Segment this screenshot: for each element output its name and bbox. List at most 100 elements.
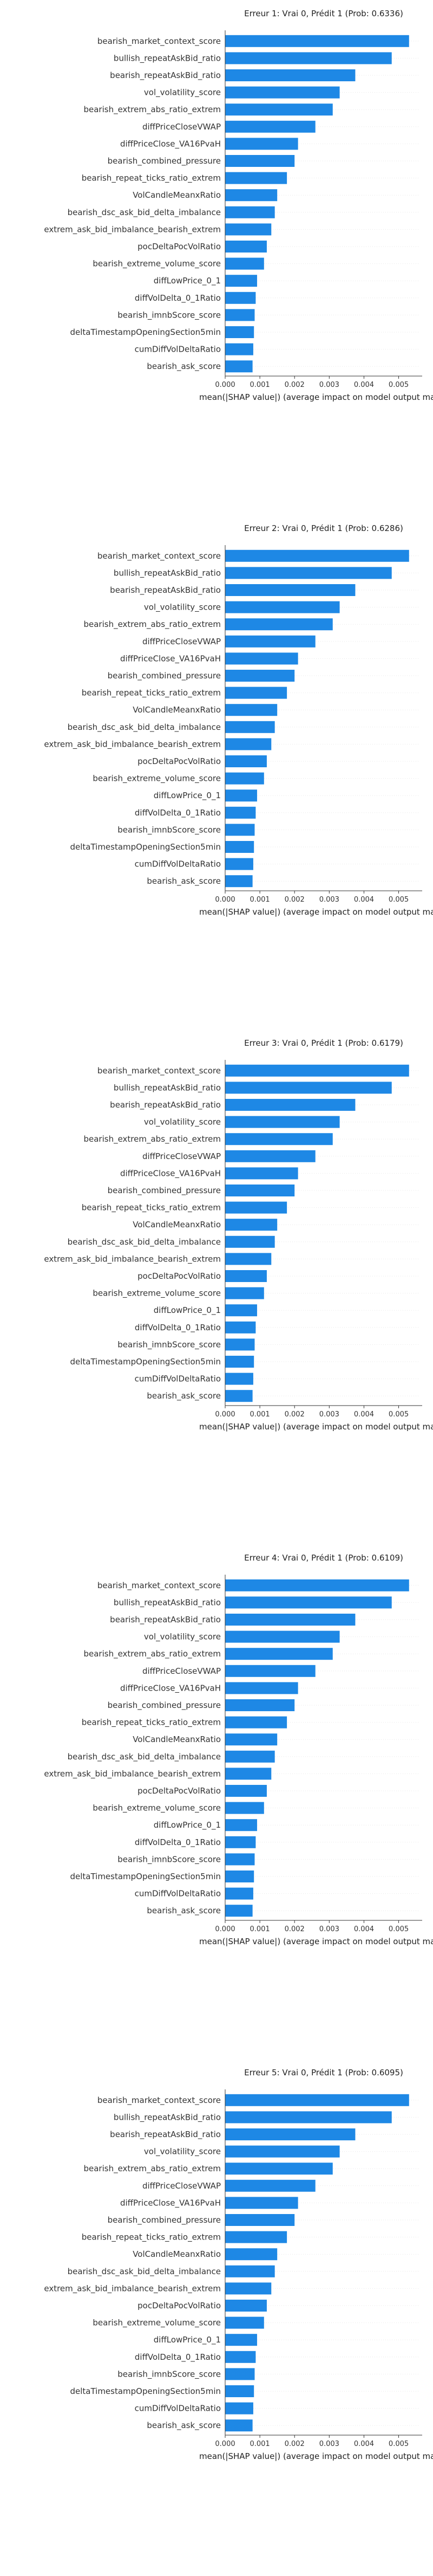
bar: [225, 841, 254, 853]
bar: [225, 1167, 298, 1180]
x-tick-label: 0.005: [389, 896, 409, 904]
category-label: bearish_combined_pressure: [108, 1186, 221, 1196]
bar: [225, 1887, 253, 1900]
x-tick-label: 0.001: [250, 2440, 270, 2448]
category-label: diffPriceCloseVWAP: [142, 637, 221, 646]
category-label: diffVolDelta_0_1Ratio: [135, 1323, 221, 1333]
bar: [225, 1853, 255, 1866]
bar: [225, 155, 295, 167]
x-tick-label: 0.004: [354, 381, 374, 389]
bar: [225, 1716, 287, 1729]
bar: [225, 858, 253, 870]
category-label: VolCandleMeanxRatio: [133, 190, 221, 200]
bar: [225, 738, 272, 750]
category-label: diffLowPrice_0_1: [154, 276, 221, 286]
bar: [225, 1082, 392, 1094]
bar: [225, 2385, 254, 2397]
category-label: pocDeltaPocVolRatio: [137, 1271, 221, 1281]
bar: [225, 1304, 257, 1317]
x-tick-label: 0.004: [354, 1925, 374, 1933]
x-axis-label: mean(|SHAP value|) (average impact on mo…: [199, 2451, 433, 2461]
bar: [225, 1750, 275, 1763]
bar: [225, 549, 409, 562]
bar: [225, 2248, 278, 2261]
category-label: bearish_ask_score: [147, 876, 221, 886]
bar: [225, 120, 316, 133]
category-label: bullish_repeatAskBid_ratio: [114, 568, 221, 578]
x-axis-label: mean(|SHAP value|) (average impact on mo…: [199, 907, 433, 917]
category-label: bearish_repeatAskBid_ratio: [110, 1615, 221, 1625]
bar: [225, 2197, 298, 2209]
chart-title: Erreur 4: Vrai 0, Prédit 1 (Prob: 0.6109…: [244, 1553, 403, 1563]
category-label: VolCandleMeanxRatio: [133, 1220, 221, 1229]
bar: [225, 2282, 272, 2295]
category-label: bearish_repeat_ticks_ratio_extrem: [82, 1203, 221, 1213]
category-label: diffPriceCloseVWAP: [142, 122, 221, 132]
bar: [225, 275, 257, 287]
bar: [225, 2334, 257, 2346]
category-label: diffLowPrice_0_1: [154, 791, 221, 801]
x-tick-label: 0.002: [285, 381, 305, 389]
bar: [225, 2265, 275, 2277]
bar: [225, 1219, 278, 1231]
category-label: bearish_dsc_ask_bid_delta_imbalance: [68, 2267, 221, 2277]
category-label: diffLowPrice_0_1: [154, 2335, 221, 2345]
category-label: bearish_repeatAskBid_ratio: [110, 585, 221, 596]
x-tick-label: 0.005: [389, 381, 409, 389]
category-label: diffVolDelta_0_1Ratio: [135, 808, 221, 818]
x-axis-label: mean(|SHAP value|) (average impact on mo…: [199, 1422, 433, 1432]
bar: [225, 172, 287, 184]
category-label: bearish_repeatAskBid_ratio: [110, 2130, 221, 2140]
category-label: extrem_ask_bid_imbalance_bearish_extrem: [44, 739, 221, 749]
category-label: pocDeltaPocVolRatio: [137, 2301, 221, 2310]
bar: [225, 806, 256, 819]
category-label: bearish_ask_score: [147, 1906, 221, 1916]
bar: [225, 1768, 272, 1780]
category-label: bearish_extreme_volume_score: [93, 1289, 221, 1299]
bar: [225, 326, 254, 338]
category-label: cumDiffVolDeltaRatio: [135, 859, 221, 869]
bar: [225, 2179, 316, 2192]
bar: [225, 2145, 340, 2158]
x-axis-label: mean(|SHAP value|) (average impact on mo…: [199, 392, 433, 402]
bar: [225, 1373, 253, 1385]
bar: [225, 1836, 256, 1848]
x-axis-label: mean(|SHAP value|) (average impact on mo…: [199, 1937, 433, 1946]
category-label: bearish_extreme_volume_score: [93, 2318, 221, 2328]
bar: [225, 1802, 264, 1814]
category-label: bearish_imnbScore_score: [117, 310, 221, 320]
category-label: bearish_imnbScore_score: [117, 2369, 221, 2379]
category-label: bearish_dsc_ask_bid_delta_imbalance: [68, 1752, 221, 1762]
category-label: bearish_market_context_score: [97, 36, 221, 47]
bar: [225, 309, 255, 321]
bar: [225, 69, 356, 81]
bar: [225, 1185, 295, 1196]
category-label: bearish_repeat_ticks_ratio_extrem: [82, 173, 221, 184]
category-label: diffPriceCloseVWAP: [142, 1151, 221, 1161]
bar: [225, 2419, 253, 2432]
bar: [225, 2231, 287, 2243]
category-label: cumDiffVolDeltaRatio: [135, 2404, 221, 2413]
category-label: cumDiffVolDeltaRatio: [135, 345, 221, 354]
category-label: bearish_extrem_abs_ratio_extrem: [83, 1134, 221, 1144]
bar: [225, 1699, 295, 1711]
bar: [225, 223, 272, 236]
bar: [225, 567, 392, 579]
category-label: bearish_combined_pressure: [108, 2215, 221, 2225]
bar: [225, 2300, 267, 2312]
x-tick-label: 0.003: [319, 381, 339, 389]
category-label: vol_volatility_score: [144, 2147, 221, 2157]
bar: [225, 360, 253, 373]
x-tick-label: 0.005: [389, 1410, 409, 1419]
bar: [225, 1321, 256, 1334]
x-tick-label: 0.000: [215, 896, 235, 904]
category-label: diffPriceClose_VA16PvaH: [120, 1168, 221, 1179]
category-label: bearish_dsc_ask_bid_delta_imbalance: [68, 1237, 221, 1247]
category-label: diffVolDelta_0_1Ratio: [135, 1837, 221, 1848]
category-label: bearish_imnbScore_score: [117, 1854, 221, 1865]
bar: [225, 138, 298, 150]
x-tick-label: 0.000: [215, 2440, 235, 2448]
bar: [225, 1390, 253, 1402]
bar: [225, 584, 356, 596]
